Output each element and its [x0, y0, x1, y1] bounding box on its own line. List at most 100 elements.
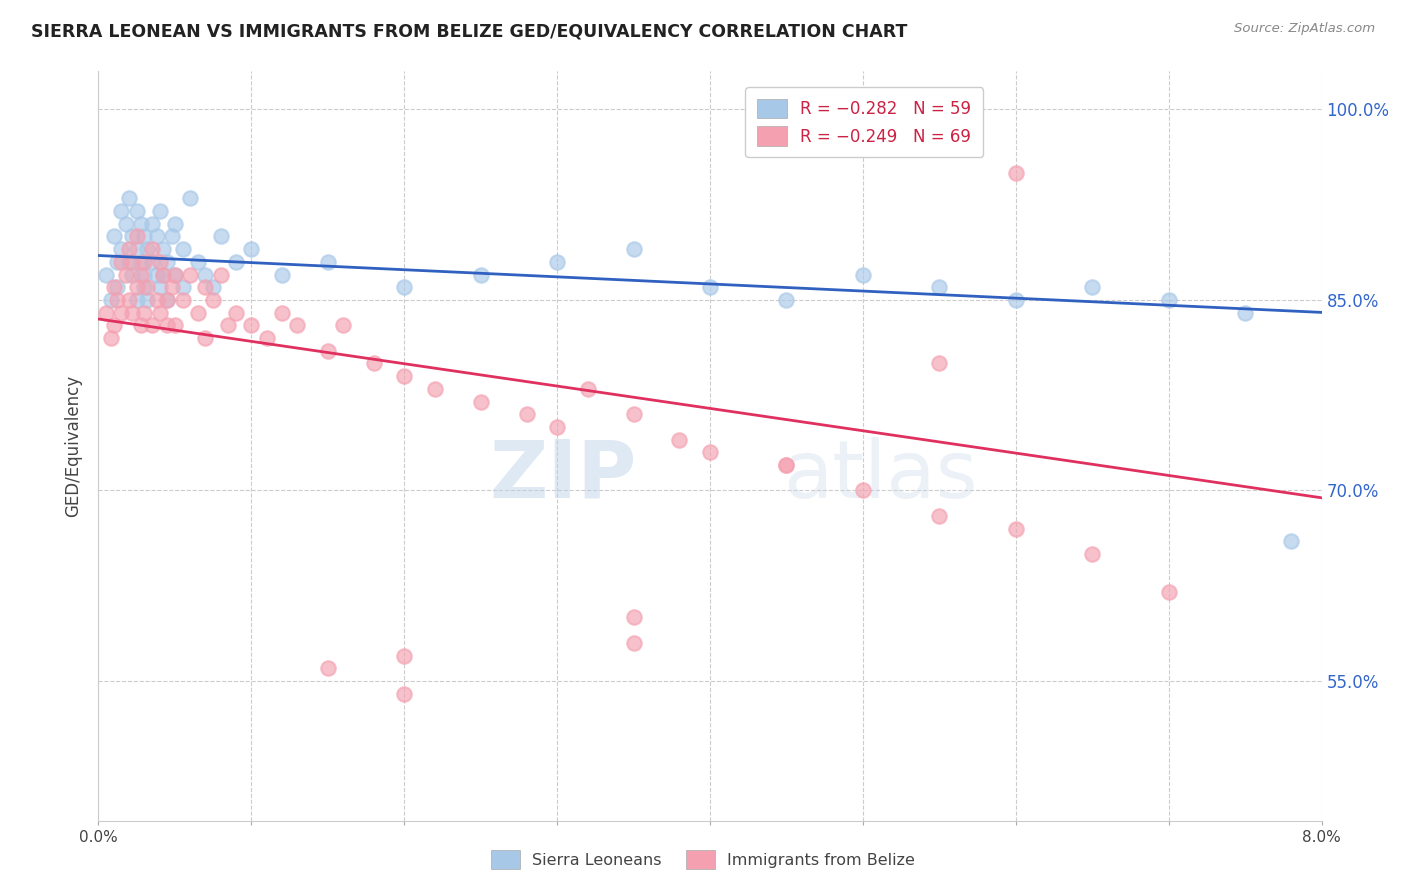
Point [240, 318, 263, 333]
Point [110, 255, 132, 269]
Point [156, 255, 179, 269]
Point [121, 306, 143, 320]
Point [172, 293, 194, 307]
Point [1081, 547, 1104, 561]
Point [163, 217, 186, 231]
Point [156, 293, 179, 307]
Point [152, 242, 174, 256]
Point [149, 306, 172, 320]
Text: atlas: atlas [783, 437, 977, 515]
Point [928, 356, 950, 370]
Point [141, 318, 163, 333]
Point [134, 306, 156, 320]
Point [270, 268, 294, 282]
Point [225, 306, 247, 320]
Point [118, 293, 141, 307]
Point [152, 268, 174, 282]
Point [392, 280, 416, 294]
Point [136, 293, 159, 307]
Point [115, 268, 138, 282]
Point [187, 306, 209, 320]
Point [225, 255, 247, 269]
Point [576, 382, 599, 396]
Point [163, 268, 186, 282]
Point [141, 217, 163, 231]
Point [152, 268, 174, 282]
Point [118, 255, 141, 269]
Point [125, 293, 148, 307]
Point [623, 242, 645, 256]
Point [136, 242, 159, 256]
Point [1004, 522, 1026, 536]
Point [129, 318, 152, 333]
Text: SIERRA LEONEAN VS IMMIGRANTS FROM BELIZE GED/EQUIVALENCY CORRELATION CHART: SIERRA LEONEAN VS IMMIGRANTS FROM BELIZE… [31, 22, 907, 40]
Point [1157, 585, 1180, 599]
Point [202, 293, 225, 307]
Point [160, 229, 183, 244]
Point [668, 433, 690, 447]
Point [125, 280, 148, 294]
Point [105, 293, 128, 307]
Point [775, 458, 797, 472]
Point [392, 648, 416, 663]
Point [100, 293, 122, 307]
Point [852, 268, 875, 282]
Point [1004, 166, 1026, 180]
Point [100, 331, 122, 345]
Point [392, 369, 416, 384]
Point [129, 255, 152, 269]
Point [103, 318, 125, 333]
Point [103, 229, 125, 244]
Point [202, 280, 225, 294]
Y-axis label: GED/Equivalency: GED/Equivalency [65, 375, 83, 517]
Point [149, 255, 172, 269]
Point [125, 229, 148, 244]
Point [156, 293, 179, 307]
Legend: Sierra Leoneans, Immigrants from Belize: Sierra Leoneans, Immigrants from Belize [485, 844, 921, 875]
Point [256, 331, 278, 345]
Point [160, 280, 183, 294]
Point [134, 255, 156, 269]
Point [163, 268, 186, 282]
Point [103, 280, 125, 294]
Point [316, 255, 339, 269]
Point [699, 445, 721, 459]
Point [118, 242, 141, 256]
Point [209, 229, 232, 244]
Point [136, 280, 159, 294]
Point [145, 268, 167, 282]
Point [546, 255, 568, 269]
Point [179, 191, 201, 205]
Point [775, 458, 797, 472]
Point [209, 268, 232, 282]
Point [134, 268, 156, 282]
Point [546, 420, 568, 434]
Point [194, 280, 217, 294]
Point [105, 280, 128, 294]
Point [1279, 534, 1302, 549]
Point [470, 394, 492, 409]
Point [121, 268, 143, 282]
Point [316, 343, 339, 358]
Point [240, 242, 263, 256]
Point [129, 217, 152, 231]
Point [623, 610, 645, 624]
Text: ZIP: ZIP [489, 437, 637, 515]
Point [423, 382, 446, 396]
Point [928, 280, 950, 294]
Point [110, 306, 132, 320]
Point [156, 318, 179, 333]
Point [125, 204, 148, 219]
Point [928, 508, 950, 523]
Point [145, 229, 167, 244]
Point [1234, 306, 1257, 320]
Point [194, 331, 217, 345]
Point [134, 229, 156, 244]
Point [105, 255, 128, 269]
Point [149, 204, 172, 219]
Point [94, 268, 117, 282]
Legend: R = −0.282   N = 59, R = −0.249   N = 69: R = −0.282 N = 59, R = −0.249 N = 69 [745, 87, 983, 157]
Point [699, 280, 721, 294]
Point [115, 217, 138, 231]
Point [179, 268, 201, 282]
